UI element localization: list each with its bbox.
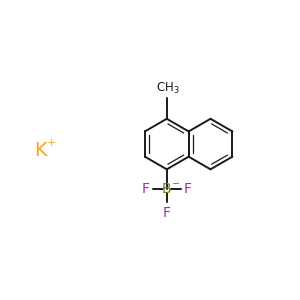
Text: F: F — [142, 182, 149, 196]
Text: F: F — [163, 206, 171, 220]
Text: B: B — [162, 182, 172, 196]
Text: F: F — [184, 182, 192, 196]
Text: CH$_3$: CH$_3$ — [156, 80, 180, 96]
Text: +: + — [46, 139, 56, 148]
Text: −: − — [172, 179, 180, 189]
Text: K: K — [34, 140, 46, 160]
